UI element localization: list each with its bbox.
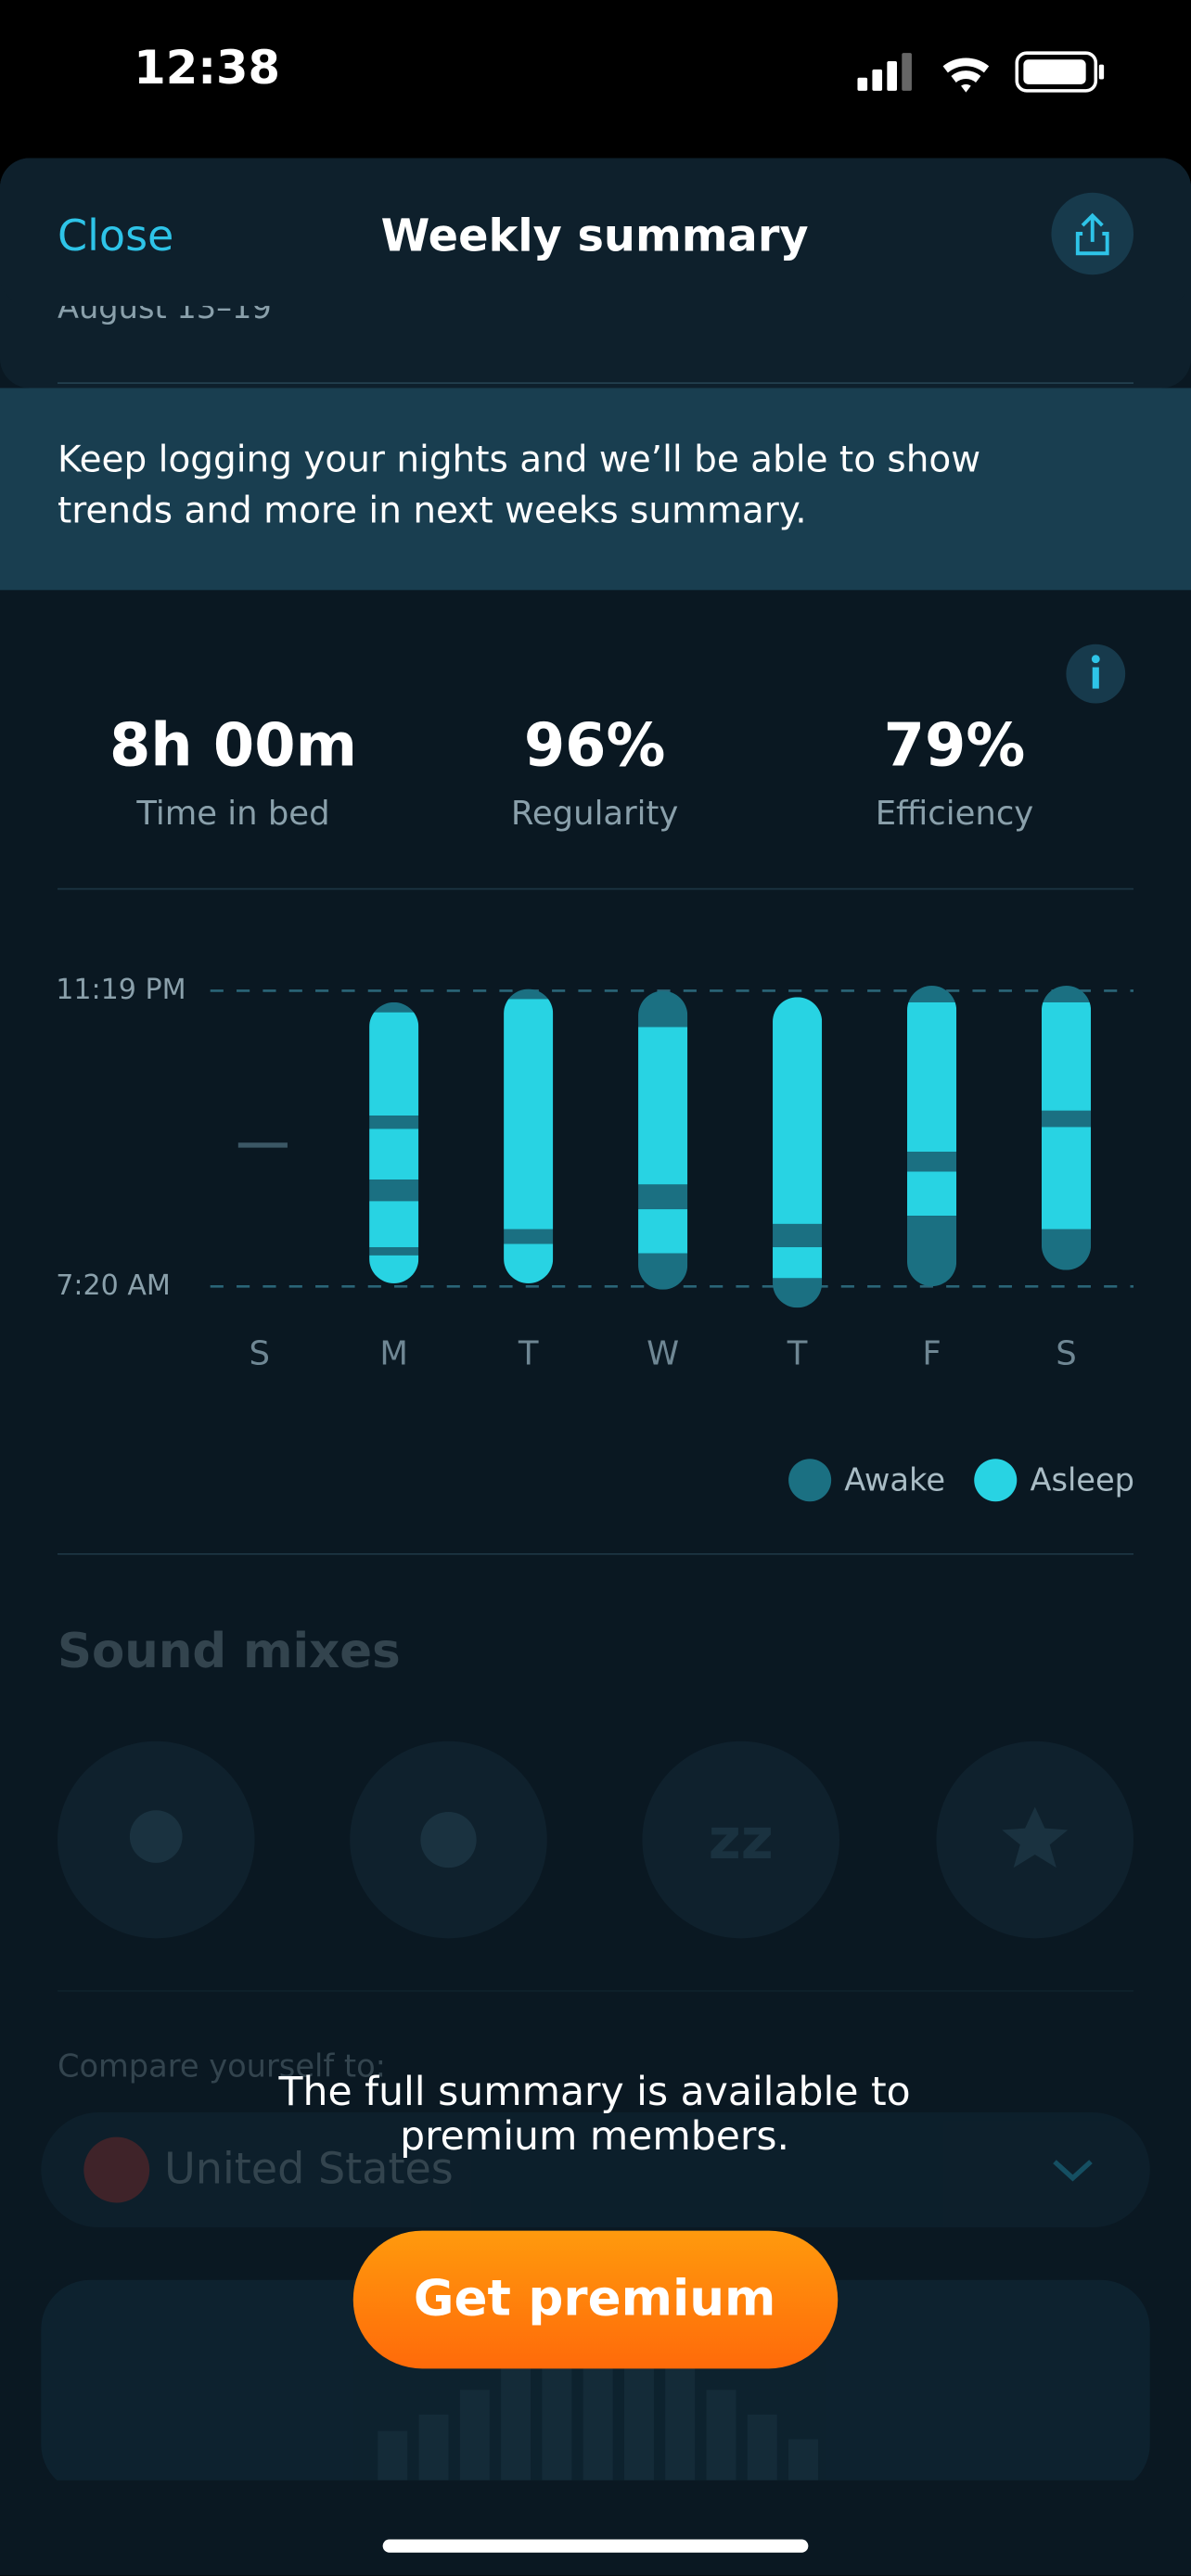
- sleep-segment: [369, 1129, 419, 1180]
- svg-text:zz: zz: [709, 1807, 774, 1872]
- sleep-segment: [773, 997, 823, 1224]
- sleep-segment: [906, 1216, 957, 1287]
- x-tick-label: M: [379, 1335, 408, 1373]
- locked-content: Sound mixes zz Compare yourself to: Unit…: [41, 1624, 1150, 2497]
- sleep-segment: [638, 1209, 688, 1254]
- sleep-bar: [504, 988, 554, 1283]
- sleep-segment: [504, 988, 554, 1000]
- paywall-text: The full summary is available to: [278, 2070, 911, 2115]
- x-tick-label: S: [1056, 1335, 1076, 1373]
- x-tick-label: W: [647, 1335, 679, 1373]
- country: United States: [164, 2143, 454, 2193]
- sleep-segment: [1041, 1229, 1092, 1270]
- stat-label: Regularity: [511, 795, 678, 833]
- country-select: [41, 2112, 1150, 2228]
- status-icons: [857, 51, 1105, 93]
- y-tick-label: 11:19 PM: [56, 974, 186, 1006]
- sleep-segment: [773, 1246, 823, 1279]
- sleep-segment: [1041, 1110, 1092, 1128]
- sleep-bar: [638, 990, 688, 1290]
- sleep-segment: [369, 1116, 419, 1129]
- header-cover: [0, 158, 1191, 306]
- stat-value: 79%: [884, 712, 1026, 781]
- banner-text: trends and more in next weeks summary.: [58, 491, 807, 532]
- sleep-bar: [773, 997, 823, 1308]
- info-button[interactable]: [1066, 644, 1126, 704]
- home-indicator: [382, 2539, 809, 2553]
- section-title: Sound mixes: [58, 1624, 401, 1679]
- sound-mix-glyphs: zz: [129, 1806, 1069, 1872]
- sleep-segment: [369, 1001, 419, 1013]
- sleep-segment: [504, 1229, 554, 1244]
- close-button[interactable]: Close: [58, 210, 173, 261]
- sound-mix-icons: [57, 1741, 1134, 1939]
- x-tick-label: S: [249, 1335, 269, 1373]
- banner-text: Keep logging your nights and we’ll be ab…: [58, 440, 980, 481]
- x-tick-label: T: [518, 1335, 539, 1373]
- legend-swatch: [788, 1459, 832, 1502]
- sleep-segment: [773, 1223, 823, 1247]
- sleep-segment: [638, 1027, 688, 1185]
- legend-label: Awake: [844, 1461, 945, 1498]
- stat-value: 8h 00m: [109, 712, 357, 781]
- sleep-bar: [369, 1001, 419, 1283]
- stat-value: 96%: [524, 712, 666, 781]
- sleep-segment: [906, 1151, 957, 1172]
- sleep-segment: [1041, 986, 1092, 1002]
- title: Weekly summary: [381, 210, 809, 261]
- sleep-segment: [369, 1201, 419, 1247]
- y-tick-label: 7:20 AM: [56, 1269, 171, 1302]
- sleep-segment: [504, 999, 554, 1230]
- stat-label: Efficiency: [876, 795, 1034, 833]
- sleep-segment: [1041, 1127, 1092, 1230]
- sleep-segment: [638, 1184, 688, 1210]
- sleep-bar: [906, 986, 957, 1287]
- paywall-text: premium members.: [400, 2114, 789, 2160]
- get-premium-button[interactable]: [352, 2230, 839, 2369]
- sleep-segment: [369, 1246, 419, 1256]
- compare-label: Compare yourself to:: [58, 2048, 386, 2085]
- sleep-segment: [369, 1012, 419, 1116]
- x-tick-label: T: [787, 1335, 808, 1373]
- legend-swatch: [974, 1459, 1018, 1502]
- legend-label: Asleep: [1030, 1461, 1134, 1498]
- sleep-segment: [504, 1243, 554, 1283]
- sleep-bar: [1041, 986, 1092, 1270]
- x-tick-label: F: [922, 1335, 941, 1373]
- sleep-segment: [906, 986, 957, 1002]
- banner: [0, 388, 1191, 591]
- get-premium-label[interactable]: Get premium: [414, 2269, 776, 2327]
- sleep-segment: [1041, 1001, 1092, 1111]
- share-button[interactable]: [1051, 192, 1134, 275]
- sleep-segment: [369, 1180, 419, 1202]
- bottom-bar: [0, 2480, 1191, 2576]
- sleep-segment: [906, 1001, 957, 1152]
- sleep-segment: [906, 1171, 957, 1217]
- stats: 8h 00m Time in bed 96% Regularity 79% Efficie…: [109, 712, 1033, 833]
- status-time: 12:38: [134, 41, 280, 95]
- stat-label: Time in bed: [135, 795, 329, 833]
- sheet: [0, 158, 1191, 2576]
